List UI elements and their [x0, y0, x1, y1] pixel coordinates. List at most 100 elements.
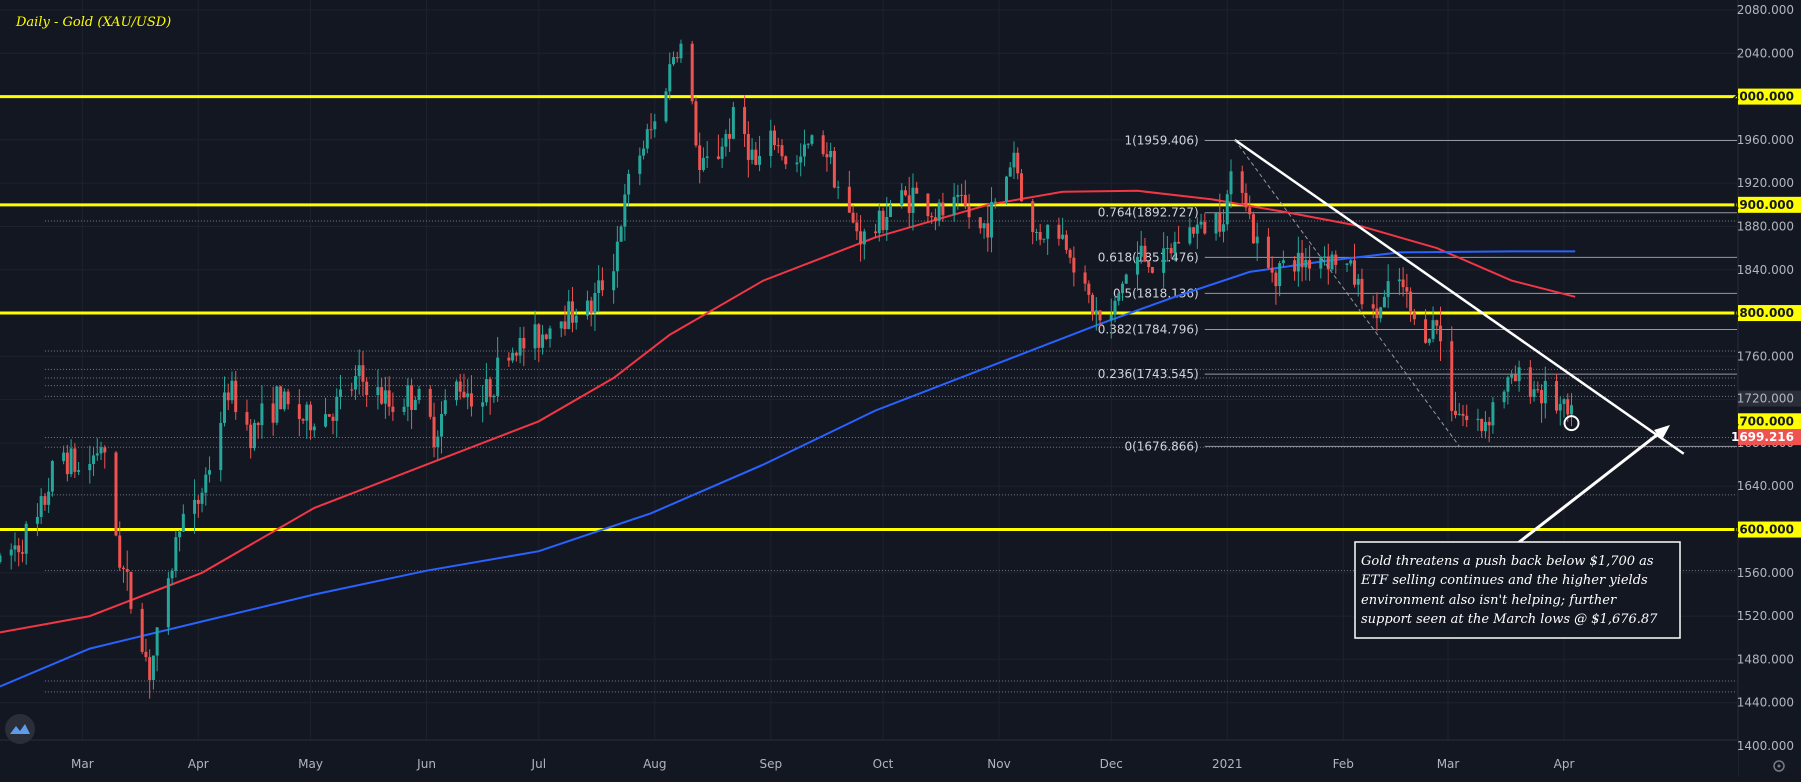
candle-102	[537, 322, 541, 363]
candle-65	[338, 374, 342, 410]
candle-70	[365, 377, 369, 408]
level-tag-2000.000: 2000.000	[1731, 90, 1794, 104]
candle-161	[847, 170, 851, 213]
descending-trendline	[1234, 138, 1685, 455]
candle-body-243	[1274, 272, 1278, 287]
candle-152	[799, 143, 803, 177]
candle-263	[1379, 306, 1383, 323]
candle-body-245	[1281, 260, 1285, 264]
candle-body-248	[1300, 252, 1304, 268]
candle-122	[642, 140, 646, 160]
price-tick-1840.000: 1840.000	[1737, 263, 1794, 277]
candle-123	[645, 123, 649, 154]
candle-body-142	[746, 133, 750, 160]
candle-body-61	[324, 414, 328, 427]
candle-179	[937, 199, 941, 227]
candle-body-123	[645, 129, 649, 149]
candle-body-270	[1412, 312, 1416, 320]
price-axis[interactable]: 2080.000 2040.000 2000.000 1960.000 1920.000…	[1731, 0, 1801, 777]
date-axis[interactable]: Mar Apr May Jun Jul Aug Sep Oct Nov Dec 2021 Feb Mar…	[0, 739, 1738, 777]
candle-36	[193, 479, 197, 534]
candle-189	[990, 187, 994, 253]
candle-body-157	[825, 154, 829, 158]
candle-244	[1278, 260, 1282, 297]
candle-21	[114, 451, 118, 537]
candle-body-28	[148, 657, 152, 681]
candle-6	[35, 503, 39, 537]
candle-109	[570, 287, 574, 333]
price-tag-bg-1700	[1738, 413, 1801, 430]
candle-body-50	[260, 403, 264, 426]
level-tag-bg-1900.000	[1738, 196, 1801, 213]
settings-gear-icon[interactable]	[1773, 760, 1785, 772]
candle-143	[750, 138, 754, 165]
candle-body-254	[1330, 254, 1334, 270]
candle-148	[776, 137, 780, 154]
candle-248	[1300, 239, 1304, 282]
candle-body-197	[1034, 232, 1038, 234]
candle-body-111	[585, 300, 589, 316]
candle-164	[859, 215, 863, 262]
candle-body-92	[484, 379, 488, 403]
candle-223	[1169, 243, 1173, 259]
candle-135	[705, 141, 709, 168]
candle-5	[24, 521, 28, 565]
candle-body-95	[496, 357, 500, 396]
candle-139	[728, 118, 732, 153]
candle-body-298	[1562, 399, 1566, 404]
candle-body-107	[563, 321, 567, 330]
candle-body-181	[952, 196, 956, 216]
tradingview-logo[interactable]	[5, 714, 35, 744]
candle-14	[73, 443, 77, 478]
price-tick-1880.000: 1880.000	[1737, 219, 1794, 233]
candle-106	[559, 321, 563, 338]
candle-208	[1091, 292, 1095, 321]
candle-72	[380, 377, 384, 405]
candle-99	[518, 326, 522, 364]
candle-body-221	[1162, 248, 1166, 273]
candle-287	[1506, 375, 1510, 405]
candle-144	[754, 142, 758, 166]
candle-body-235	[1229, 171, 1233, 195]
candle-288	[1510, 370, 1514, 384]
candle-276	[1450, 326, 1454, 422]
candle-52	[275, 385, 279, 426]
candle-body-31	[166, 578, 170, 628]
candle-body-280	[1465, 415, 1469, 421]
candle-body-294	[1540, 389, 1544, 404]
candle-18	[95, 438, 99, 461]
candle-body-300	[1569, 405, 1573, 415]
candle-78	[410, 378, 414, 430]
candle-19	[99, 441, 103, 460]
candle-body-171	[900, 190, 904, 206]
candle-98	[514, 351, 518, 362]
candle-body-117	[615, 241, 619, 272]
candle-body-179	[937, 202, 941, 222]
candle-66	[350, 382, 354, 397]
candle-body-176	[926, 193, 930, 217]
candle-171	[900, 183, 904, 209]
candle-body-30	[155, 627, 159, 656]
candle-body-128	[671, 57, 675, 65]
candle-body-265	[1386, 281, 1390, 297]
candle-body-244	[1278, 263, 1282, 287]
candle-body-52	[275, 386, 279, 423]
candle-42	[222, 376, 226, 427]
candle-body-172	[903, 190, 907, 196]
candle-body-283	[1483, 421, 1487, 432]
candle-body-39	[204, 474, 208, 493]
candle-body-185	[967, 205, 971, 218]
candle-186	[978, 217, 982, 234]
candle-body-115	[600, 280, 604, 291]
candle-body-22	[118, 535, 122, 568]
candle-body-80	[417, 388, 421, 400]
candle-107	[563, 305, 567, 336]
candle-body-119	[623, 194, 627, 227]
candle-body-96	[507, 357, 511, 361]
candle-95	[496, 336, 500, 402]
candle-body-220	[1150, 267, 1154, 273]
candle-173	[907, 176, 911, 228]
candle-129	[675, 51, 679, 63]
